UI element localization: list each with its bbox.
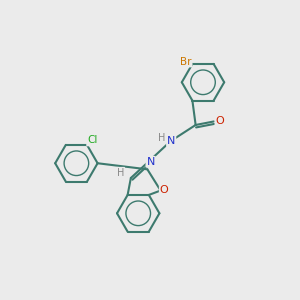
Text: N: N (167, 136, 176, 146)
Text: H: H (158, 133, 165, 142)
Text: Cl: Cl (87, 136, 98, 146)
Text: Br: Br (180, 57, 192, 67)
Text: O: O (215, 116, 224, 126)
Text: H: H (117, 168, 124, 178)
Text: N: N (146, 157, 155, 167)
Text: O: O (160, 185, 169, 195)
